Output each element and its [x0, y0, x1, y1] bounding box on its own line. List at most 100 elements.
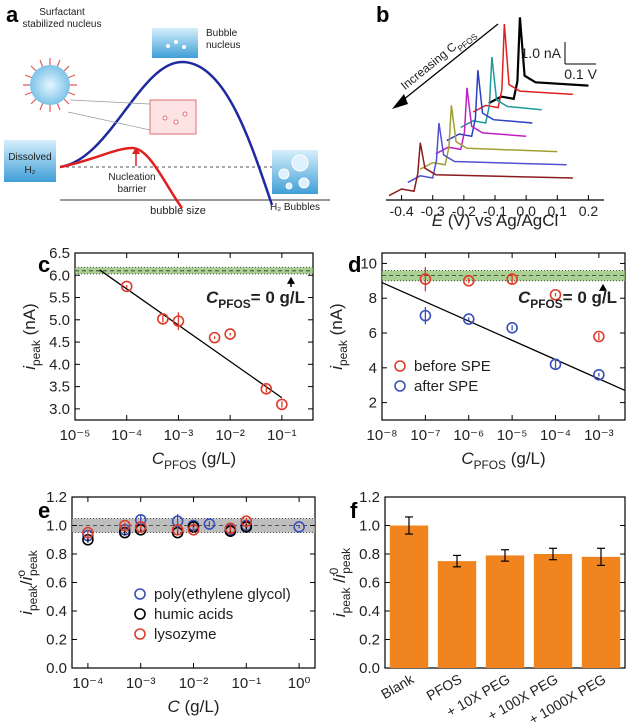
- diagram-label: Dissolved: [8, 152, 51, 163]
- y-axis-title-part: 0: [327, 567, 341, 574]
- diagram-label: barrier: [118, 184, 148, 195]
- x-axis-title: CPFOS (g/L): [152, 449, 236, 472]
- y-axis-title-part: i: [17, 575, 36, 580]
- annotation: CPFOS= 0 g/L: [518, 288, 617, 311]
- diagram-label: stabilized nucleus: [23, 19, 102, 30]
- x-tick-label: 10⁻⁴: [111, 427, 142, 444]
- dissolved-box: [4, 140, 56, 182]
- data-point: [187, 523, 200, 536]
- voltammogram: [388, 142, 573, 197]
- energy-curve-red: [59, 146, 184, 209]
- x-tick-label: 0.2: [579, 203, 599, 219]
- x-tick-label: 10⁻³: [164, 427, 194, 444]
- bar: [533, 554, 573, 668]
- bar: [389, 525, 429, 668]
- data-point: [171, 515, 184, 528]
- x-tick-label: 10⁻³: [584, 427, 614, 444]
- x-tick-label: 10⁻⁶: [453, 427, 484, 444]
- diagram-label: H₂: [24, 165, 35, 176]
- y-tick-label: 0.6: [359, 575, 380, 592]
- data-point: [462, 313, 475, 325]
- fit-line: [99, 269, 283, 399]
- arrow-head: [287, 276, 295, 284]
- panel-label: b: [376, 2, 389, 27]
- panel-label: d: [348, 252, 361, 277]
- x-tick-label: 0.1: [548, 203, 568, 219]
- bubble-icon: [182, 45, 186, 49]
- legend-label: poly(ethylene glycol): [154, 586, 291, 603]
- annotation-part: = 0 g/L: [251, 288, 305, 307]
- x-tick-label: 10⁻⁵: [497, 427, 528, 444]
- data-point: [293, 521, 305, 533]
- legend-label: lysozyme: [154, 626, 217, 643]
- diagram-label: H₂ Bubbles: [270, 202, 320, 213]
- y-tick-label: 4: [369, 360, 377, 377]
- legend-label: before SPE: [414, 358, 491, 375]
- voltammogram: [435, 87, 527, 155]
- x-tick-label: 10⁻¹: [231, 675, 261, 692]
- annotation-part: = 0 g/L: [563, 288, 617, 307]
- arrow-head: [392, 94, 408, 109]
- stabilized-box: [149, 99, 197, 135]
- x-tick-label: -0.3: [421, 203, 445, 219]
- y-axis-title-part: peak: [26, 550, 40, 576]
- x-tick-label: 10⁰: [288, 675, 311, 692]
- y-tick-label: 1.0: [46, 518, 67, 535]
- y-tick-label: 1.2: [46, 489, 67, 506]
- y-tick-label: 2: [369, 395, 377, 412]
- x-tick-label: 10⁻⁵: [60, 427, 91, 444]
- y-tick-label: 0.4: [359, 603, 380, 620]
- x-axis-title-part: (g/L): [196, 449, 236, 468]
- y-axis-title-part: i: [327, 365, 346, 370]
- data-point: [549, 288, 562, 301]
- x-tick-label: 10⁻²: [215, 427, 245, 444]
- y-tick-label: 0.0: [359, 660, 380, 677]
- x-tick-label: 10⁻²: [179, 675, 209, 692]
- data-point: [276, 398, 288, 411]
- data-point: [506, 273, 518, 285]
- data-point: [419, 309, 432, 322]
- y-tick-label: 8: [369, 290, 377, 307]
- bar: [437, 561, 477, 668]
- voltammogram: [407, 122, 567, 184]
- bubble-icon: [166, 44, 170, 48]
- x-axis-title-part: PFOS: [474, 458, 506, 472]
- plot-frame: [74, 252, 314, 421]
- y-tick-label: 0.8: [359, 546, 380, 563]
- legend-marker: [134, 628, 146, 640]
- annotation-part: C: [518, 288, 531, 307]
- data-point: [260, 383, 273, 395]
- x-axis-title-part: C: [168, 697, 181, 716]
- voltammogram: [488, 17, 589, 105]
- annotation: Increasing CPFOS: [398, 25, 480, 96]
- y-axis-title: ipeak (nA): [20, 303, 43, 369]
- annotation: CPFOS= 0 g/L: [206, 288, 305, 311]
- bubble-icon: [173, 119, 179, 125]
- voltammogram: [419, 105, 558, 170]
- annotation-part: Increasing C: [398, 39, 459, 92]
- plot-frame: [381, 252, 626, 421]
- fit-line: [381, 281, 626, 392]
- y-axis-title-part: peak: [336, 340, 350, 366]
- panel-label: a: [6, 2, 19, 27]
- x-tick-label: 10⁻⁴: [540, 427, 571, 444]
- panel-label: e: [38, 498, 50, 523]
- data-point: [593, 330, 605, 343]
- axis-title: bubble size: [150, 205, 206, 217]
- legend-label: after SPE: [414, 378, 478, 395]
- bar: [485, 555, 525, 668]
- data-point: [119, 519, 131, 532]
- y-tick-label: 10: [360, 255, 377, 272]
- bubble-icon: [174, 40, 178, 44]
- x-tick-label: -0.4: [390, 203, 414, 219]
- y-tick-label: 4.0: [49, 356, 70, 373]
- data-point: [134, 521, 147, 533]
- y-tick-label: 0.8: [46, 546, 67, 563]
- legend-marker: [134, 588, 146, 600]
- y-tick-label: 1.0: [359, 518, 380, 535]
- y-axis-title: ipeak/iopeak: [14, 550, 40, 615]
- data-point: [462, 275, 475, 287]
- y-axis-title-part: i: [330, 612, 349, 617]
- diagram-label: Surfactant: [39, 7, 85, 18]
